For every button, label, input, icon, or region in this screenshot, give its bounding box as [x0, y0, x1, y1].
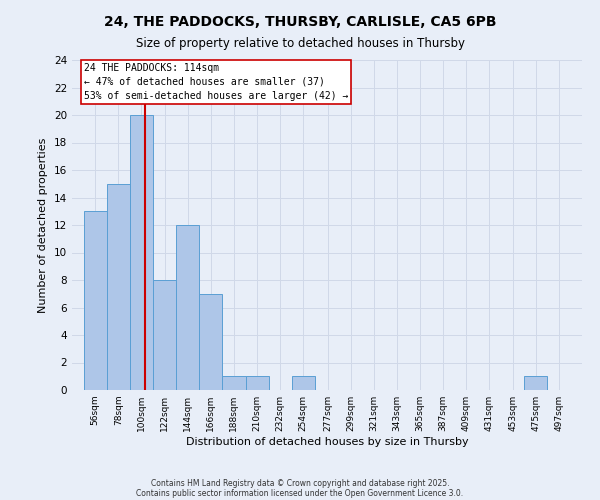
Text: Contains public sector information licensed under the Open Government Licence 3.: Contains public sector information licen… — [136, 488, 464, 498]
X-axis label: Distribution of detached houses by size in Thursby: Distribution of detached houses by size … — [185, 437, 469, 447]
Bar — [292, 376, 315, 390]
Bar — [524, 376, 547, 390]
Bar — [245, 376, 269, 390]
Bar — [130, 115, 153, 390]
Bar — [176, 225, 199, 390]
Text: 24, THE PADDOCKS, THURSBY, CARLISLE, CA5 6PB: 24, THE PADDOCKS, THURSBY, CARLISLE, CA5… — [104, 15, 496, 29]
Bar — [153, 280, 176, 390]
Bar — [107, 184, 130, 390]
Text: Contains HM Land Registry data © Crown copyright and database right 2025.: Contains HM Land Registry data © Crown c… — [151, 478, 449, 488]
Bar — [223, 376, 245, 390]
Text: Size of property relative to detached houses in Thursby: Size of property relative to detached ho… — [136, 38, 464, 51]
Y-axis label: Number of detached properties: Number of detached properties — [38, 138, 49, 312]
Text: 24 THE PADDOCKS: 114sqm
← 47% of detached houses are smaller (37)
53% of semi-de: 24 THE PADDOCKS: 114sqm ← 47% of detache… — [84, 62, 349, 101]
Bar — [199, 294, 223, 390]
Bar — [83, 211, 107, 390]
